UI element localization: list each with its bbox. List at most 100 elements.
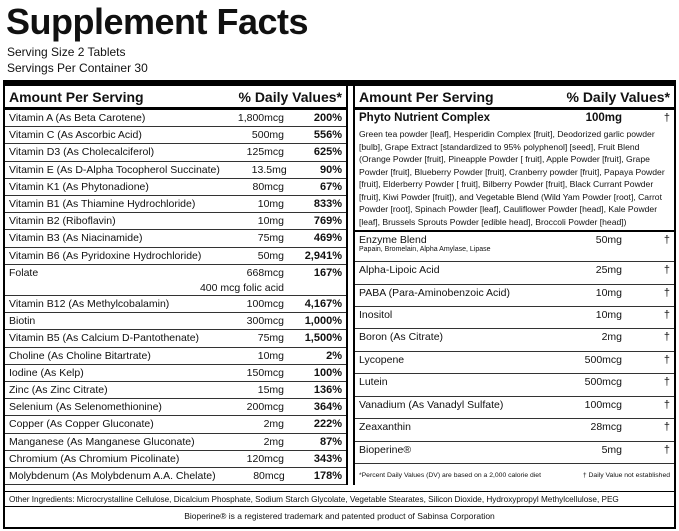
nutrient-row: Vitamin B3 (As Niacinamide) 75mg 469% xyxy=(5,230,346,248)
amount: 2mg xyxy=(263,418,284,431)
nutrient-row: Vitamin B5 (As Calcium D-Pantothenate) 75… xyxy=(5,330,346,348)
daily-value: 4,167% xyxy=(304,298,342,311)
daily-value: 2% xyxy=(326,349,342,362)
nutrient-sub: Papain, Bromelain, Alpha Amylase, Lipase xyxy=(359,246,491,253)
daily-value: 343% xyxy=(313,452,342,465)
nutrient-row: Vitamin B1 (As Thiamine Hydrochloride) 10… xyxy=(5,196,346,214)
dv: † xyxy=(663,112,670,124)
left-heading: Amount Per Serving % Daily Values* xyxy=(5,86,346,110)
daily-value: † xyxy=(663,309,670,322)
daily-value: 1,000% xyxy=(304,315,342,328)
amount: 10mg xyxy=(595,286,622,299)
nutrient-row: Vitamin B6 (As Pyridoxine Hydrochloride)… xyxy=(5,248,346,265)
left-column: Amount Per Serving % Daily Values* Vitami… xyxy=(5,86,348,486)
nutrient-row: Vitamin K1 (As Phytonadione) 80mcg 67% xyxy=(5,179,346,196)
nutrient-name: Zeaxanthin xyxy=(359,421,411,434)
nutrient-row: Alpha-Lipoic Acid 25mg † xyxy=(355,262,674,285)
facts-panel: Amount Per Serving % Daily Values* Vitami… xyxy=(3,80,676,529)
heading: Amount Per Serving xyxy=(359,89,494,105)
nutrient-name: Choline (As Choline Bitartrate) xyxy=(9,349,151,362)
amount: 50mg xyxy=(595,234,622,246)
amount: 10mg xyxy=(257,215,284,228)
name: Phyto Nutrient Complex xyxy=(359,112,490,124)
amount: 28mcg xyxy=(590,421,622,434)
nutrient-row: Selenium (As Selenomethionine) 200mcg 364% xyxy=(5,399,346,417)
amount: 200mcg xyxy=(246,401,284,414)
nutrient-row: Folate 668mcg 167% 400 mcg folic acid xyxy=(5,265,346,297)
nutrient-name: Zinc (As Zinc Citrate) xyxy=(9,383,108,396)
nutrient-row: Vitamin C (As Ascorbic Acid) 500mg 556% xyxy=(5,127,346,145)
nutrient-name: Vitamin B3 (As Niacinamide) xyxy=(9,232,143,245)
amount: 5mg xyxy=(601,443,622,456)
nutrient-row: Enzyme Blend Papain, Bromelain, Alpha Amy… xyxy=(355,232,674,263)
nutrient-row: Vitamin E (As D-Alpha Tocopherol Succina… xyxy=(5,162,346,179)
daily-value: † xyxy=(663,353,670,366)
nutrient-row: Vitamin B12 (As Methylcobalamin) 100mcg 4,… xyxy=(5,296,346,314)
amount: 2mg xyxy=(601,331,622,344)
heading: % Daily Values* xyxy=(566,89,670,105)
title: Supplement Facts xyxy=(6,1,309,42)
amount: 500mcg xyxy=(584,376,622,389)
nutrient-row: Vitamin A (As Beta Carotene) 1,800mcg 200% xyxy=(5,110,346,128)
daily-value: 625% xyxy=(313,146,342,159)
description: Green tea powder [leaf], Hesperidin Comp… xyxy=(359,129,665,227)
nutrient-name: Vitamin B6 (As Pyridoxine Hydrochloride) xyxy=(9,249,202,262)
nutrient-name: Vitamin B1 (As Thiamine Hydrochloride) xyxy=(9,197,196,210)
daily-value: † xyxy=(663,331,670,344)
nutrient-row: Molybdenum (As Molybdenum A.A. Chelate) 8… xyxy=(5,468,346,486)
phyto-complex: Phyto Nutrient Complex 100mg † Green tea p… xyxy=(355,110,674,232)
heading: Amount Per Serving xyxy=(9,89,144,105)
nutrient-name: Vitamin C (As Ascorbic Acid) xyxy=(9,129,142,142)
amount: 500mg xyxy=(251,129,284,142)
daily-value: 364% xyxy=(313,401,342,414)
footnotes: *Percent Daily Values (DV) are based on … xyxy=(355,464,674,485)
nutrient-name: Manganese (As Manganese Gluconate) xyxy=(9,435,195,448)
amount: 80mcg xyxy=(253,469,285,482)
nutrient-row: Biotin 300mcg 1,000% xyxy=(5,313,346,331)
nutrient-name: Boron (As Citrate) xyxy=(359,331,444,344)
trademark: Bioperine® is a registered trademark and… xyxy=(5,506,674,526)
nutrient-row: Boron (As Citrate) 2mg † xyxy=(355,329,674,352)
right-heading: Amount Per Serving % Daily Values* xyxy=(355,86,674,110)
nutrient-name: Vitamin D3 (As Cholecalciferol) xyxy=(9,146,155,159)
amount: 50mg xyxy=(257,249,284,262)
daily-value: † xyxy=(663,398,670,411)
amount: 25mg xyxy=(595,264,622,277)
nutrient-row: Zeaxanthin 28mcg † xyxy=(355,419,674,442)
daily-value: 1,500% xyxy=(304,332,342,345)
daily-value: 469% xyxy=(313,232,342,245)
amount: 80mcg xyxy=(252,180,284,193)
daily-value: 178% xyxy=(313,469,342,482)
footnote: *Percent Daily Values (DV) are based on … xyxy=(359,471,541,479)
serving-size: Serving Size 2 Tablets xyxy=(7,45,126,59)
nutrient-row: Vitamin D3 (As Cholecalciferol) 125mcg 625… xyxy=(5,144,346,162)
right-column: Amount Per Serving % Daily Values* Phyto … xyxy=(353,86,674,485)
amount: 15mg xyxy=(257,383,284,396)
amount: 75mg xyxy=(257,232,284,245)
nutrient-row: Zinc (As Zinc Citrate) 15mg 136% xyxy=(5,382,346,400)
nutrient-name: Vitamin B2 (Riboflavin) xyxy=(9,215,116,228)
servings: Servings Per Container 30 xyxy=(7,61,148,75)
daily-value: 90% xyxy=(319,163,342,176)
amount: 668mcg xyxy=(246,266,284,279)
daily-value: † xyxy=(663,264,670,277)
daily-value: 87% xyxy=(319,435,342,448)
nutrient-name: Enzyme Blend xyxy=(359,234,427,246)
nutrient-row: Bioperine® 5mg † xyxy=(355,442,674,464)
nutrient-name: Inositol xyxy=(359,309,393,322)
nutrient-name: Vitamin B5 (As Calcium D-Pantothenate) xyxy=(9,332,200,345)
daily-value: † xyxy=(663,443,670,456)
amount: 120mcg xyxy=(246,452,284,465)
amount: 75mg xyxy=(257,332,284,345)
footnote: † Daily Value not established xyxy=(582,471,670,479)
other-ingredients: Other Ingredients: Microcrystalline Cell… xyxy=(5,491,674,507)
nutrient-name: Alpha-Lipoic Acid xyxy=(359,264,440,277)
nutrient-name: Lutein xyxy=(359,376,388,389)
daily-value: † xyxy=(663,421,670,434)
nutrient-name: Iodine (As Kelp) xyxy=(9,366,84,379)
nutrient-name: Enzyme Blend Papain, Bromelain, Alpha Amy… xyxy=(359,234,542,253)
nutrient-name: PABA (Para-Aminobenzoic Acid) xyxy=(359,286,510,299)
nutrient-name: Vitamin B12 (As Methylcobalamin) xyxy=(9,298,170,311)
nutrient-row: Vanadium (As Vanadyl Sulfate) 100mcg † xyxy=(355,397,674,420)
